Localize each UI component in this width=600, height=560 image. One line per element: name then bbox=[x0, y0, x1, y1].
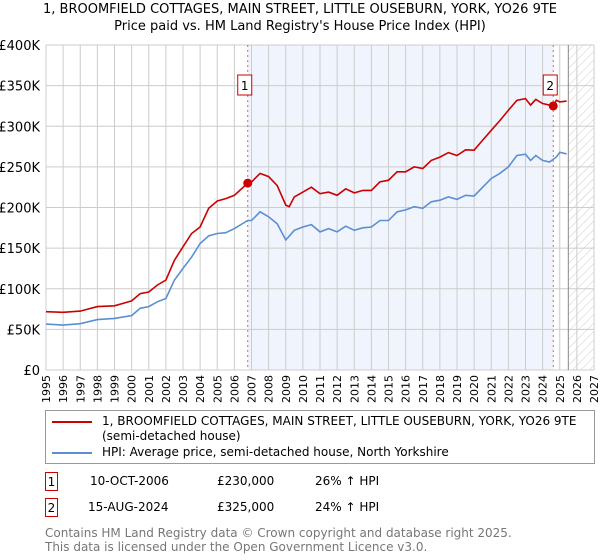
chart-title: 1, BROOMFIELD COTTAGES, MAIN STREET, LIT… bbox=[43, 2, 557, 17]
x-tick-label: 2023 bbox=[520, 375, 533, 403]
x-tick-label: 2004 bbox=[194, 375, 207, 403]
x-tick-label: 2021 bbox=[485, 375, 498, 403]
transaction-row: 2 15-AUG-2024 £325,000 24% ↑ HPI bbox=[45, 498, 545, 518]
x-tick-label: 2018 bbox=[434, 375, 447, 403]
transaction-hpi-change: 26% ↑ HPI bbox=[315, 474, 380, 488]
transaction-badge: 1 bbox=[45, 472, 58, 491]
x-tick-label: 2024 bbox=[537, 375, 550, 403]
x-tick-label: 2019 bbox=[451, 375, 464, 403]
x-tick-label: 2015 bbox=[383, 375, 396, 403]
legend: 1, BROOMFIELD COTTAGES, MAIN STREET, LIT… bbox=[45, 410, 595, 464]
sale-point bbox=[243, 178, 253, 188]
x-tick-label: 2002 bbox=[160, 375, 173, 403]
x-tick-label: 2000 bbox=[126, 375, 139, 403]
sale-label: 1 bbox=[241, 79, 249, 93]
x-tick-label: 2005 bbox=[211, 375, 224, 403]
x-tick-label: 2020 bbox=[468, 375, 481, 403]
y-tick-label: £400K bbox=[0, 39, 40, 54]
x-tick-label: 1996 bbox=[57, 375, 70, 403]
x-tick-label: 2006 bbox=[228, 375, 241, 403]
x-tick-label: 1995 bbox=[40, 375, 53, 403]
x-tick-label: 2011 bbox=[314, 375, 327, 403]
y-tick-label: £100K bbox=[0, 283, 40, 298]
x-tick-label: 2008 bbox=[263, 375, 276, 403]
hpi-series-line bbox=[45, 151, 567, 326]
y-tick-label: £300K bbox=[0, 120, 40, 135]
transaction-price: £230,000 bbox=[217, 474, 275, 488]
footer-copyright: Contains HM Land Registry data © Crown c… bbox=[45, 526, 512, 540]
y-tick-label: £200K bbox=[0, 202, 40, 217]
x-tick-label: 2001 bbox=[143, 375, 156, 403]
x-tick-label: 2016 bbox=[400, 375, 413, 403]
legend-swatch-red bbox=[52, 421, 92, 423]
transaction-hpi-change: 24% ↑ HPI bbox=[315, 500, 380, 514]
x-tick-label: 2026 bbox=[571, 375, 584, 403]
x-tick-label: 2003 bbox=[177, 375, 190, 403]
x-tick-label: 2010 bbox=[297, 375, 310, 403]
y-tick-label: £150K bbox=[0, 242, 40, 257]
sale-point bbox=[548, 101, 558, 111]
legend-label-property: 1, BROOMFIELD COTTAGES, MAIN STREET, LIT… bbox=[102, 414, 577, 443]
transaction-row: 1 10-OCT-2006 £230,000 26% ↑ HPI bbox=[45, 472, 545, 492]
transaction-price: £325,000 bbox=[217, 500, 275, 514]
x-tick-label: 2009 bbox=[280, 375, 293, 403]
sale-label: 2 bbox=[546, 79, 554, 93]
legend-swatch-blue bbox=[52, 452, 92, 454]
chart-subtitle: Price paid vs. HM Land Registry's House … bbox=[114, 19, 486, 34]
legend-item-hpi: HPI: Average price, semi-detached house,… bbox=[52, 445, 588, 460]
x-tick-label: 2025 bbox=[554, 375, 567, 403]
x-tick-label: 2013 bbox=[348, 375, 361, 403]
y-tick-label: £0 bbox=[23, 364, 40, 379]
x-tick-label: 1997 bbox=[74, 375, 87, 403]
transaction-badge: 2 bbox=[45, 498, 58, 517]
legend-item-property: 1, BROOMFIELD COTTAGES, MAIN STREET, LIT… bbox=[52, 414, 588, 444]
legend-label-hpi: HPI: Average price, semi-detached house,… bbox=[102, 445, 449, 459]
x-tick-label: 1999 bbox=[109, 375, 122, 403]
x-tick-label: 1998 bbox=[91, 375, 104, 403]
price-chart: 1995 1996 1997 1998 1999 2000 2001 2002 2003 2004… bbox=[0, 39, 600, 403]
x-tick-label: 2022 bbox=[502, 375, 515, 403]
property-series-line bbox=[45, 97, 567, 314]
x-tick-label: 2007 bbox=[246, 375, 259, 403]
y-tick-label: £250K bbox=[0, 161, 40, 176]
y-tick-label: £50K bbox=[7, 323, 41, 338]
y-tick-label: £350K bbox=[0, 80, 40, 95]
x-tick-label: 2027 bbox=[588, 375, 600, 403]
sale-label-box bbox=[237, 74, 253, 96]
sale-label-box bbox=[542, 74, 558, 96]
footer-licence: This data is licensed under the Open Gov… bbox=[45, 540, 428, 554]
x-tick-label: 2014 bbox=[365, 375, 378, 403]
x-tick-label: 2017 bbox=[417, 375, 430, 403]
transaction-date: 10-OCT-2006 bbox=[90, 474, 169, 488]
x-tick-label: 2012 bbox=[331, 375, 344, 403]
transaction-date: 15-AUG-2024 bbox=[88, 500, 169, 514]
